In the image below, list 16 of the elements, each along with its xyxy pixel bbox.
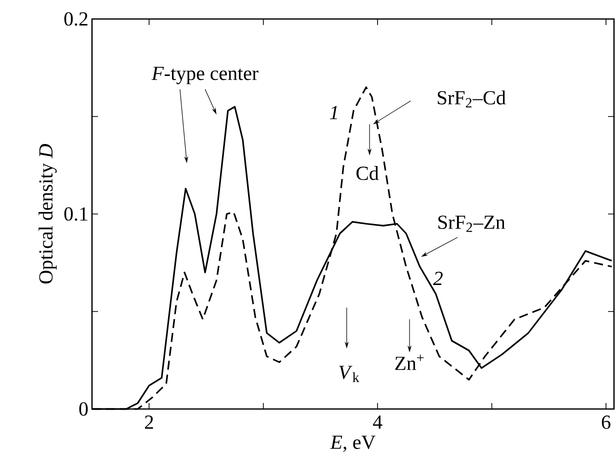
- y-axis-title: Optical density D: [38, 144, 57, 284]
- x-tick-label: 4: [372, 416, 382, 429]
- annotation: 1: [330, 106, 338, 120]
- annotation: SrF$_{2}$–Zn: [438, 216, 506, 232]
- x-tick-label: 2: [145, 416, 153, 429]
- annotation: Zn$^{+}$: [395, 354, 424, 370]
- annotation: 2: [433, 272, 443, 285]
- y-tick-label: 0.2: [64, 12, 88, 26]
- annotation: Cd: [356, 166, 379, 180]
- annotation: SrF$_{2}$–Cd: [438, 90, 506, 108]
- annotation: F-type center: [152, 66, 258, 84]
- y-tick-label: 0.1: [64, 207, 88, 221]
- annotation: V$_{k}$: [339, 366, 360, 382]
- x-tick-label: 6: [602, 416, 610, 429]
- x-axis-title: E, eV: [330, 436, 376, 452]
- y-tick-label: 0: [79, 402, 88, 416]
